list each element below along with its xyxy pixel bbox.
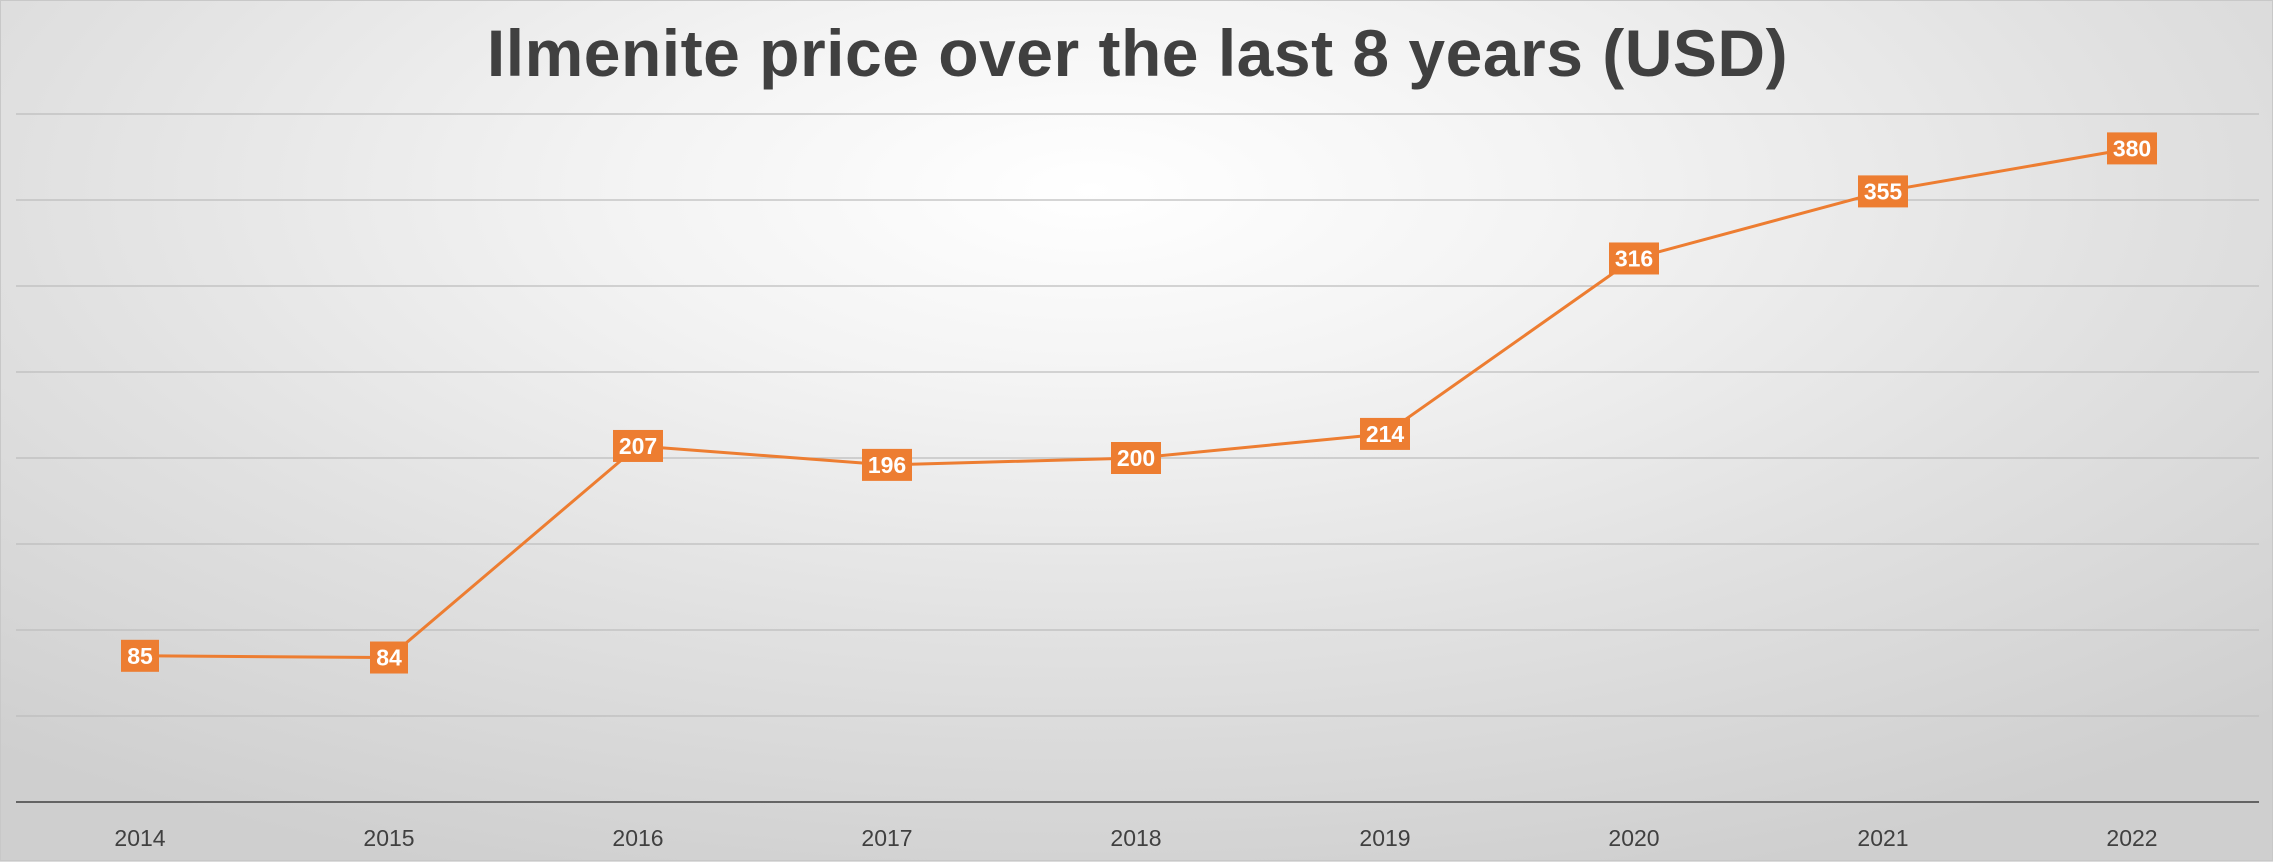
x-tick-label: 2021 bbox=[1857, 825, 1908, 851]
data-label-box bbox=[370, 641, 408, 674]
data-label-box bbox=[121, 639, 159, 672]
data-label-box bbox=[613, 429, 663, 462]
chart-title: Ilmenite price over the last 8 years (US… bbox=[486, 16, 1789, 90]
data-point: 316 bbox=[1609, 242, 1659, 275]
data-label: 214 bbox=[1366, 421, 1405, 447]
data-point: 380 bbox=[2107, 132, 2157, 165]
data-point: 85 bbox=[121, 639, 159, 672]
data-markers: 85 84 207 196 200 214 316 355 380 bbox=[121, 132, 2157, 674]
data-point: 355 bbox=[1858, 175, 1908, 208]
x-tick-label: 2016 bbox=[612, 825, 663, 851]
x-tick-label: 2019 bbox=[1359, 825, 1410, 851]
data-point: 196 bbox=[862, 448, 912, 481]
x-tick-label: 2015 bbox=[363, 825, 414, 851]
data-label: 355 bbox=[1864, 178, 1903, 204]
data-label: 207 bbox=[619, 433, 657, 459]
data-label-box bbox=[1360, 417, 1410, 450]
x-tick-label: 2014 bbox=[114, 825, 165, 851]
data-label: 316 bbox=[1615, 245, 1653, 271]
data-label-box bbox=[1111, 442, 1161, 474]
x-tick-label: 2020 bbox=[1608, 825, 1659, 851]
data-label: 84 bbox=[376, 645, 402, 671]
data-label: 196 bbox=[868, 452, 906, 478]
data-label-box bbox=[862, 448, 912, 481]
data-point: 200 bbox=[1111, 442, 1161, 474]
data-point: 84 bbox=[370, 641, 408, 674]
data-label: 85 bbox=[127, 643, 153, 669]
x-tick-label: 2022 bbox=[2106, 825, 2157, 851]
x-axis: 2014 2015 2016 2017 2018 2019 2020 2021 2022 bbox=[16, 801, 2259, 851]
data-label-box bbox=[1858, 175, 1908, 208]
x-tick-label: 2018 bbox=[1110, 825, 1161, 851]
data-label: 200 bbox=[1117, 445, 1155, 471]
data-label-box bbox=[2107, 132, 2157, 165]
series-line-group bbox=[139, 146, 2133, 660]
data-point: 214 bbox=[1360, 417, 1410, 450]
series-line bbox=[139, 146, 2133, 660]
data-label-box bbox=[1609, 242, 1659, 275]
gridlines bbox=[16, 113, 2259, 717]
data-label: 380 bbox=[2113, 135, 2151, 161]
x-tick-label: 2017 bbox=[861, 825, 912, 851]
data-point: 207 bbox=[613, 429, 663, 462]
